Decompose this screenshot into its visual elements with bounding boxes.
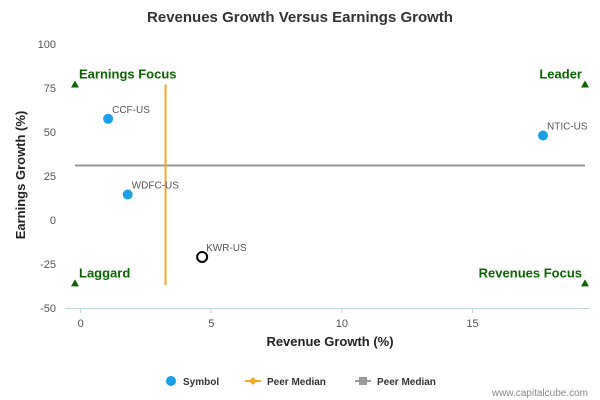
legend-symbol-marker [166,376,176,386]
chart-title: Revenues Growth Versus Earnings Growth [147,9,453,26]
data-point [537,130,548,141]
data-point [196,250,209,263]
y-tick-label: 100 [38,39,56,51]
data-point [122,189,133,200]
y-axis-label: Earnings Growth (%) [13,111,28,240]
y-tick-label: 50 [44,127,56,139]
y-tick-label: -25 [40,259,56,271]
quadrant-marker [71,80,79,88]
y-tick-label: 25 [44,171,56,183]
quadrant-marker [581,80,589,88]
y-tick-label: 75 [44,83,56,95]
data-point-label: KWR-US [206,243,247,254]
quadrant-label: Leader [539,66,582,81]
plot-area: -50 -25 0 25 50 75 100 0 5 10 15 Earnings Focus Lead… [38,39,590,330]
x-axis-label: Revenue Growth (%) [266,334,393,349]
legend: Symbol Peer Median Peer Median [166,376,436,388]
legend-label: Symbol [183,377,219,388]
y-tick-label: -50 [40,303,56,315]
x-tick-label: 10 [336,318,348,330]
credit-text: www.capitalcube.com [491,388,588,399]
legend-label: Peer Median [267,377,326,388]
quadrant-marker [581,279,589,287]
x-tick-label: 15 [466,318,478,330]
x-tick-label: 0 [78,318,84,330]
data-point-label: WDFC-US [132,180,180,191]
data-point [103,113,114,124]
y-tick-label: 0 [50,215,56,227]
data-point-label: NTIC-US [547,122,588,133]
quadrant-label: Laggard [79,265,130,280]
legend-peer-median-marker [249,377,257,385]
legend-label: Peer Median [377,377,436,388]
data-point-label: CCF-US [112,105,150,116]
quadrant-label: Revenues Focus [479,265,582,280]
quadrant-label: Earnings Focus [79,66,177,81]
x-tick-label: 5 [208,318,214,330]
legend-peer-median-marker [359,377,367,385]
quadrant-marker [71,279,79,287]
